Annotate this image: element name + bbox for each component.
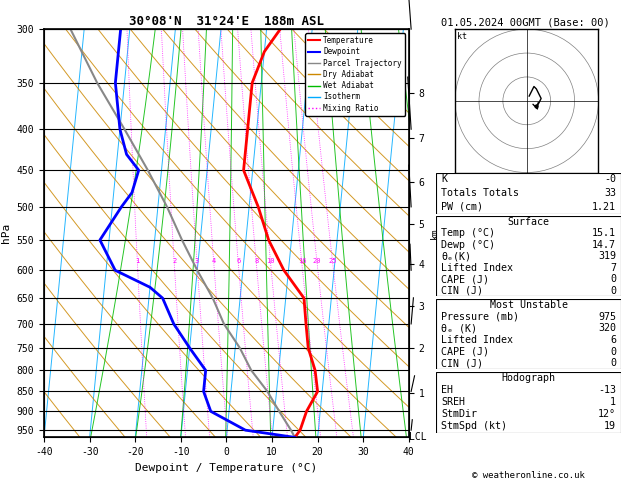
- Text: -0: -0: [604, 174, 616, 184]
- Text: 319: 319: [598, 251, 616, 261]
- Text: Dewp (°C): Dewp (°C): [442, 240, 496, 250]
- Text: 1.21: 1.21: [592, 202, 616, 212]
- Text: 14.7: 14.7: [592, 240, 616, 250]
- Text: 2: 2: [172, 259, 177, 264]
- Text: 7: 7: [610, 263, 616, 273]
- Text: Lifted Index: Lifted Index: [442, 263, 513, 273]
- Text: Most Unstable: Most Unstable: [489, 300, 568, 310]
- Text: 0: 0: [610, 286, 616, 296]
- Text: Temp (°C): Temp (°C): [442, 228, 496, 239]
- Text: 19: 19: [604, 421, 616, 432]
- Title: 30°08'N  31°24'E  188m ASL: 30°08'N 31°24'E 188m ASL: [129, 15, 324, 28]
- Text: StmDir: StmDir: [442, 409, 477, 419]
- Text: Surface: Surface: [508, 217, 550, 227]
- Text: Mixing Ratio (g/kg): Mixing Ratio (g/kg): [500, 182, 509, 284]
- Legend: Temperature, Dewpoint, Parcel Trajectory, Dry Adiabat, Wet Adiabat, Isotherm, Mi: Temperature, Dewpoint, Parcel Trajectory…: [305, 33, 405, 116]
- Y-axis label: hPa: hPa: [1, 223, 11, 243]
- Text: © weatheronline.co.uk: © weatheronline.co.uk: [472, 471, 585, 480]
- Text: 3: 3: [195, 259, 199, 264]
- Text: 25: 25: [328, 259, 337, 264]
- Text: CIN (J): CIN (J): [442, 359, 484, 368]
- Text: 0: 0: [610, 274, 616, 284]
- Text: 20: 20: [313, 259, 321, 264]
- Text: 1: 1: [610, 397, 616, 407]
- Text: CAPE (J): CAPE (J): [442, 274, 489, 284]
- Text: 01.05.2024 00GMT (Base: 00): 01.05.2024 00GMT (Base: 00): [441, 17, 610, 27]
- Text: 320: 320: [598, 323, 616, 333]
- Text: SREH: SREH: [442, 397, 465, 407]
- Text: 6: 6: [237, 259, 240, 264]
- Text: 0: 0: [610, 359, 616, 368]
- Text: LCL: LCL: [409, 433, 426, 442]
- Text: K: K: [442, 174, 447, 184]
- Y-axis label: km
ASL: km ASL: [430, 225, 452, 242]
- Text: 4: 4: [212, 259, 216, 264]
- Text: 1: 1: [135, 259, 140, 264]
- Text: 10: 10: [267, 259, 275, 264]
- Text: Hodograph: Hodograph: [502, 373, 555, 383]
- Text: 6: 6: [610, 335, 616, 345]
- Text: 15.1: 15.1: [592, 228, 616, 239]
- Text: -13: -13: [598, 385, 616, 395]
- Text: StmSpd (kt): StmSpd (kt): [442, 421, 508, 432]
- Text: Totals Totals: Totals Totals: [442, 188, 520, 198]
- Text: Lifted Index: Lifted Index: [442, 335, 513, 345]
- Text: EH: EH: [442, 385, 454, 395]
- Text: θₑ(K): θₑ(K): [442, 251, 472, 261]
- Text: kt: kt: [457, 32, 467, 41]
- Text: θₑ (K): θₑ (K): [442, 323, 477, 333]
- Text: Pressure (mb): Pressure (mb): [442, 312, 520, 322]
- Text: 12°: 12°: [598, 409, 616, 419]
- X-axis label: Dewpoint / Temperature (°C): Dewpoint / Temperature (°C): [135, 463, 318, 473]
- Text: PW (cm): PW (cm): [442, 202, 484, 212]
- Text: CIN (J): CIN (J): [442, 286, 484, 296]
- Text: CAPE (J): CAPE (J): [442, 347, 489, 357]
- Text: 16: 16: [298, 259, 306, 264]
- Text: 0: 0: [610, 347, 616, 357]
- Text: 975: 975: [598, 312, 616, 322]
- Text: 33: 33: [604, 188, 616, 198]
- Text: 8: 8: [254, 259, 259, 264]
